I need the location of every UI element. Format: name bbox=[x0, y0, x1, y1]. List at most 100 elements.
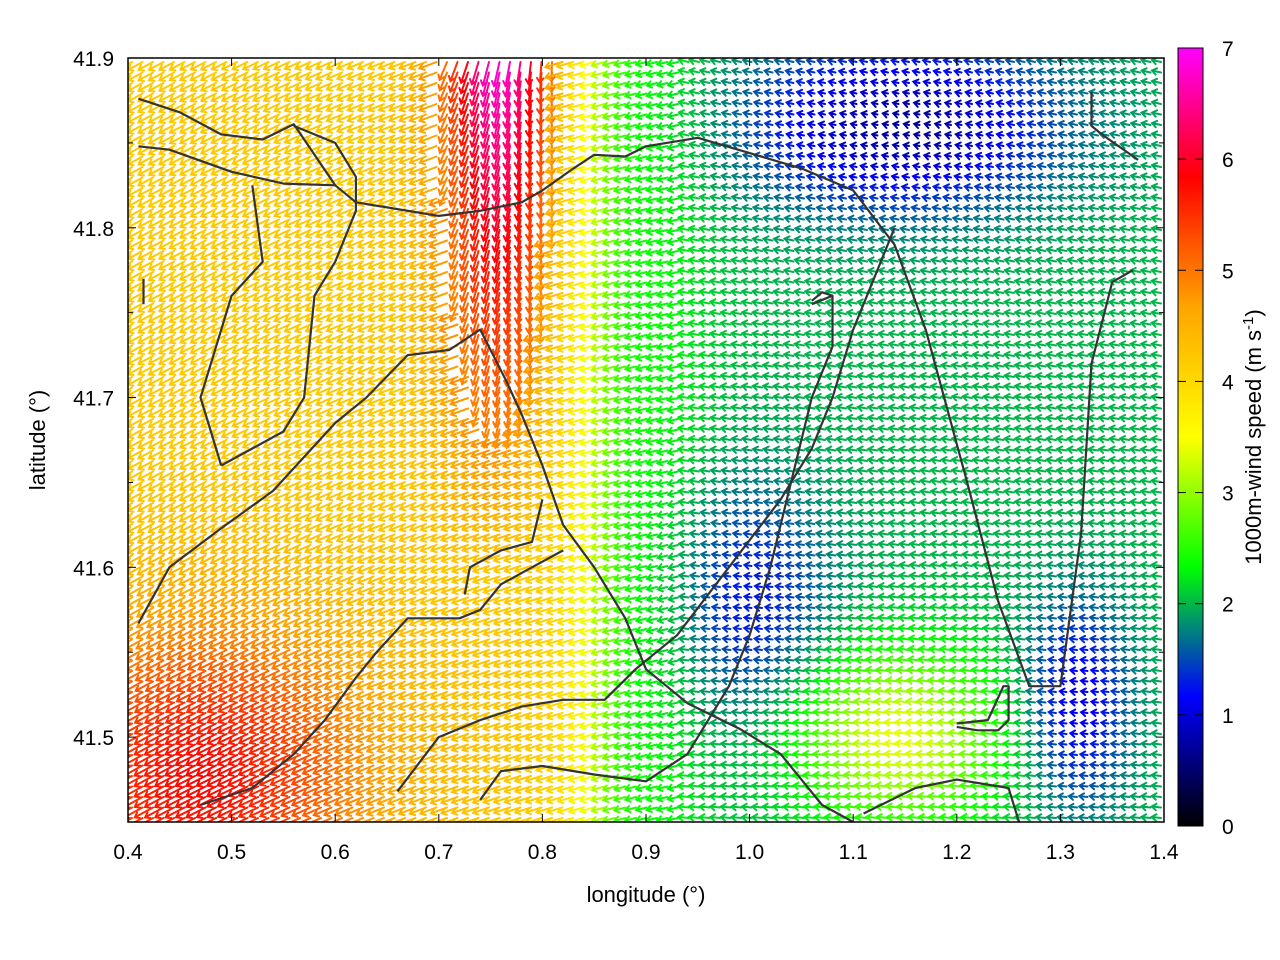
wind-arrow bbox=[134, 680, 154, 693]
wind-arrow bbox=[133, 785, 154, 799]
wind-arrow bbox=[164, 754, 186, 767]
wind-arrow bbox=[136, 166, 154, 177]
wind-arrow bbox=[143, 796, 165, 809]
wind-arrow bbox=[134, 691, 154, 704]
wind-arrow bbox=[153, 754, 175, 767]
wind-arrow bbox=[143, 743, 165, 757]
wind-arrow bbox=[136, 523, 154, 534]
wind-arrow bbox=[168, 481, 186, 492]
wind-arrow bbox=[136, 155, 154, 166]
wind-arrow bbox=[128, 649, 133, 654]
wind-arrow bbox=[157, 523, 175, 534]
wind-arrow bbox=[147, 71, 165, 82]
wind-arrow bbox=[143, 754, 165, 767]
wind-arrow bbox=[128, 397, 133, 402]
wind-arrow bbox=[128, 365, 133, 370]
wind-arrow bbox=[146, 617, 165, 629]
wind-arrow bbox=[168, 512, 186, 524]
wind-arrow bbox=[165, 680, 186, 693]
wind-arrow bbox=[143, 775, 165, 788]
wind-arrow bbox=[168, 449, 186, 460]
wind-arrow bbox=[168, 344, 186, 355]
wind-arrow bbox=[128, 806, 133, 811]
wind-arrow bbox=[168, 281, 186, 292]
wind-arrow bbox=[128, 92, 133, 97]
wind-arrow bbox=[128, 313, 133, 318]
wind-arrow bbox=[135, 628, 154, 640]
wind-arrow bbox=[128, 554, 133, 559]
wind-arrow bbox=[157, 817, 175, 822]
wind-arrow bbox=[168, 470, 186, 481]
wind-arrow bbox=[166, 638, 186, 650]
wind-arrow bbox=[168, 166, 186, 177]
wind-arrow bbox=[136, 250, 154, 261]
wind-arrow bbox=[146, 565, 165, 576]
wind-arrow bbox=[147, 134, 165, 145]
wind-arrow bbox=[135, 638, 154, 651]
wind-arrow bbox=[128, 323, 133, 328]
wind-arrow bbox=[147, 481, 165, 492]
wind-arrow bbox=[153, 785, 175, 799]
wind-arrow bbox=[147, 418, 165, 429]
wind-arrow bbox=[128, 775, 144, 788]
wind-arrow bbox=[164, 691, 186, 704]
wind-arrow bbox=[157, 554, 175, 566]
wind-arrow bbox=[168, 407, 186, 418]
wind-arrow bbox=[158, 134, 175, 145]
wind-arrow bbox=[128, 575, 144, 587]
wind-arrow bbox=[147, 817, 165, 822]
wind-arrow bbox=[158, 323, 175, 334]
wind-arrow bbox=[136, 439, 154, 450]
wind-arrow bbox=[136, 208, 154, 219]
wind-arrow bbox=[128, 460, 144, 471]
wind-arrow bbox=[128, 743, 133, 748]
wind-arrow bbox=[136, 176, 154, 187]
wind-arrow bbox=[128, 817, 133, 822]
wind-arrow bbox=[128, 491, 133, 496]
wind-arrow bbox=[147, 124, 165, 135]
wind-arrow bbox=[147, 208, 165, 219]
wind-arrow bbox=[156, 607, 175, 619]
wind-arrow bbox=[147, 145, 165, 156]
wind-arrow bbox=[136, 586, 154, 598]
wind-arrow bbox=[143, 733, 165, 746]
wind-arrow bbox=[155, 659, 175, 672]
wind-arrow bbox=[168, 197, 186, 208]
wind-arrow bbox=[168, 92, 186, 103]
wind-arrow bbox=[147, 166, 165, 177]
wind-arrow bbox=[147, 229, 165, 240]
wind-arrow bbox=[128, 208, 133, 213]
wind-arrow bbox=[168, 218, 186, 229]
wind-arrow bbox=[167, 596, 186, 608]
wind-arrow bbox=[136, 271, 154, 282]
wind-arrow bbox=[128, 691, 133, 696]
wind-arrow bbox=[168, 502, 186, 513]
wind-arrow bbox=[158, 250, 175, 261]
wind-arrow bbox=[128, 575, 133, 580]
wind-arrow bbox=[128, 460, 133, 465]
wind-arrow bbox=[168, 292, 186, 303]
wind-arrow bbox=[135, 617, 154, 629]
wind-arrow bbox=[145, 628, 165, 640]
wind-arrow bbox=[136, 355, 154, 366]
wind-arrow bbox=[128, 302, 133, 307]
wind-arrow bbox=[157, 544, 175, 555]
wind-arrow bbox=[136, 302, 154, 313]
wind-arrow bbox=[165, 670, 186, 682]
wind-arrow bbox=[168, 61, 186, 72]
wind-arrow bbox=[146, 607, 165, 619]
wind-arrow bbox=[147, 449, 165, 460]
wind-arrow bbox=[128, 533, 133, 538]
wind-arrow bbox=[128, 722, 133, 727]
wind-arrow bbox=[136, 491, 154, 503]
wind-arrow bbox=[136, 260, 154, 271]
wind-arrow bbox=[156, 617, 175, 629]
wind-arrow bbox=[168, 271, 186, 282]
wind-arrow bbox=[128, 281, 133, 286]
wind-arrow bbox=[157, 481, 175, 492]
wind-arrow bbox=[136, 481, 154, 492]
wind-arrow bbox=[157, 512, 175, 524]
wind-arrow bbox=[128, 229, 133, 234]
wind-arrow bbox=[158, 365, 175, 376]
wind-arrow bbox=[136, 218, 154, 229]
